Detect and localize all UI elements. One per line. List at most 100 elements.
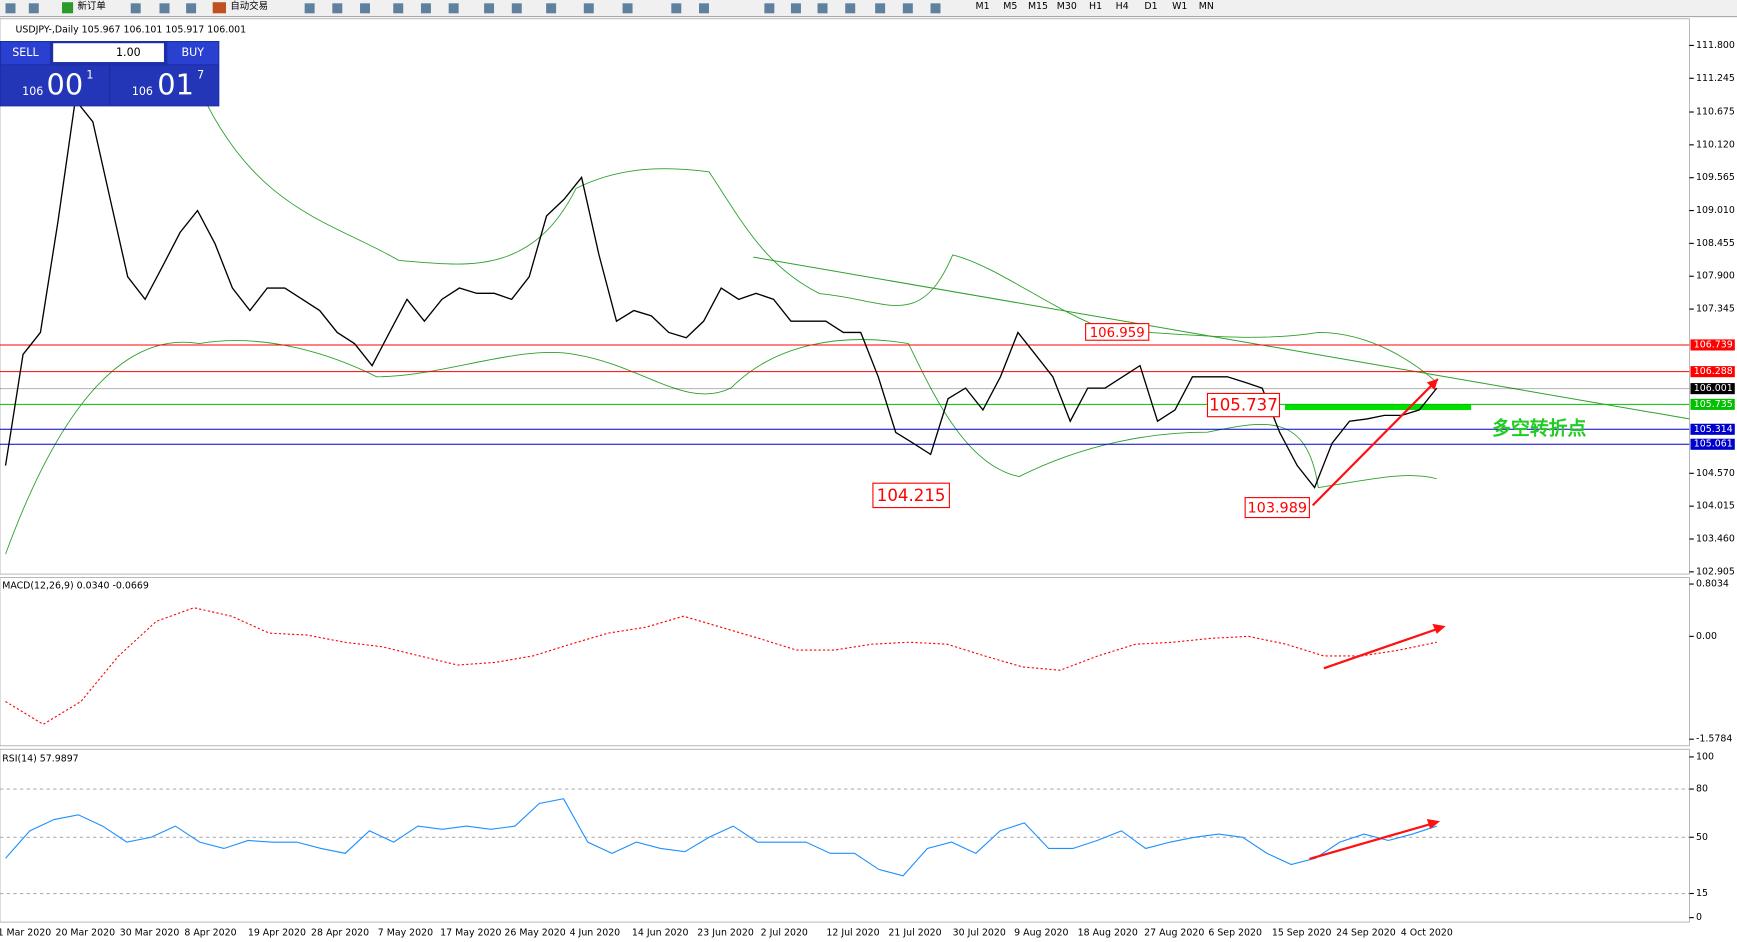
new-order[interactable]: 新订单 bbox=[78, 0, 106, 12]
x-tick-label: 15 Sep 2020 bbox=[1272, 928, 1332, 939]
timeframe[interactable]: M15 bbox=[1028, 1, 1048, 12]
ask-main: 01 bbox=[157, 67, 194, 101]
y-tick-label: 109.565 bbox=[1696, 172, 1735, 183]
auto-trading-icon[interactable] bbox=[212, 2, 226, 14]
x-tick-label: 8 Apr 2020 bbox=[184, 928, 236, 939]
chart-title: USDJPY-,Daily 105.967 106.101 105.917 10… bbox=[16, 24, 247, 35]
x-tick-label: 2 Jul 2020 bbox=[761, 928, 808, 939]
bid-big: 106 bbox=[22, 85, 43, 98]
y-tick-label: 102.905 bbox=[1696, 566, 1735, 577]
annotation: 105.737 bbox=[1209, 396, 1278, 415]
x-tick-label: 4 Jun 2020 bbox=[570, 928, 621, 939]
x-tick-label: 19 Apr 2020 bbox=[248, 928, 306, 939]
timeframe[interactable]: W1 bbox=[1172, 1, 1187, 12]
toolbar-icons bbox=[5, 3, 941, 14]
trend-arrow bbox=[1311, 378, 1439, 507]
sell-label[interactable]: SELL bbox=[12, 46, 39, 59]
annotation-box bbox=[872, 482, 950, 509]
x-tick-label: 21 Jul 2020 bbox=[888, 928, 941, 939]
y-tick-label: -1.5784 bbox=[1696, 734, 1732, 745]
y-tick-label: 111.245 bbox=[1696, 73, 1735, 84]
buy-label[interactable]: BUY bbox=[182, 46, 205, 59]
y-tick-label: 15 bbox=[1696, 888, 1708, 899]
price-pane bbox=[0, 18, 1690, 575]
sell-button[interactable] bbox=[1, 42, 50, 65]
bid-main: 00 bbox=[47, 67, 84, 101]
annotation: 103.989 bbox=[1248, 501, 1308, 517]
annotation-box bbox=[1244, 497, 1310, 519]
price-level-label: 106.288 bbox=[1694, 366, 1733, 377]
auto-trading[interactable]: 自动交易 bbox=[230, 0, 268, 12]
price-level-label: 105.314 bbox=[1694, 424, 1733, 435]
x-tick-label: 9 Aug 2020 bbox=[1014, 928, 1068, 939]
bid-box[interactable] bbox=[1, 65, 109, 106]
y-tick-label: 104.015 bbox=[1696, 501, 1735, 512]
x-tick-label: 18 Aug 2020 bbox=[1078, 928, 1138, 939]
price-level-label: 106.739 bbox=[1694, 339, 1733, 350]
annotation-box bbox=[1085, 323, 1150, 341]
price-level-label: 105.061 bbox=[1694, 439, 1733, 450]
y-tick-label: 0.8034 bbox=[1696, 579, 1729, 590]
new-order-icon[interactable] bbox=[62, 2, 74, 14]
timeframes: M1 M5 M15 M30 H1 H4 D1 W1 MN bbox=[976, 1, 1214, 12]
ask-box[interactable] bbox=[110, 65, 219, 106]
y-tick-label: 80 bbox=[1696, 784, 1708, 795]
macd-pane bbox=[0, 577, 1690, 747]
x-tick-label: 14 Jun 2020 bbox=[632, 928, 689, 939]
timeframe[interactable]: M30 bbox=[1057, 1, 1077, 12]
series-line bbox=[4, 98, 1438, 489]
toolbar bbox=[0, 0, 1737, 17]
timeframe[interactable]: H1 bbox=[1089, 1, 1102, 12]
x-tick-label: 1 Mar 2020 bbox=[0, 928, 51, 939]
price-level-box bbox=[1690, 398, 1735, 410]
x-tick-label: 23 Jun 2020 bbox=[697, 928, 754, 939]
annotation: 多空转折点 bbox=[1492, 416, 1586, 439]
timeframe[interactable]: M1 bbox=[976, 1, 990, 12]
price-level-box bbox=[1690, 383, 1735, 395]
rsi-title: RSI(14) 57.9897 bbox=[2, 754, 78, 765]
price-level-label: 106.001 bbox=[1694, 383, 1733, 394]
main-chart: 111.800 111.245 110.675 110.120 109.565 109.0… bbox=[0, 40, 1735, 939]
bid-small: 1 bbox=[86, 68, 93, 81]
ask-big: 106 bbox=[132, 85, 153, 98]
trend-line bbox=[753, 256, 1690, 420]
timeframe[interactable]: D1 bbox=[1144, 1, 1157, 12]
annotation: 104.215 bbox=[877, 486, 946, 505]
price-level-box bbox=[1690, 438, 1735, 450]
bollinger-bands bbox=[5, 88, 1438, 555]
lot-value[interactable]: 1.00 bbox=[116, 46, 141, 59]
arrow-head bbox=[1432, 623, 1446, 634]
x-tick-label: 28 Apr 2020 bbox=[311, 928, 369, 939]
x-tick-label: 26 May 2020 bbox=[504, 928, 565, 939]
timeframe[interactable]: H4 bbox=[1116, 1, 1129, 12]
ask-small: 7 bbox=[197, 68, 204, 81]
trade-panel: SELL 1.00 BUY 106 00 1 106 01 7 bbox=[0, 41, 220, 107]
y-tick-label: 110.120 bbox=[1696, 139, 1735, 150]
series-line bbox=[5, 607, 1437, 725]
x-tick-label: 24 Sep 2020 bbox=[1336, 928, 1396, 939]
y-tick-label: 50 bbox=[1696, 832, 1708, 843]
lot-input[interactable] bbox=[53, 43, 164, 63]
x-tick-label: 12 Jul 2020 bbox=[826, 928, 879, 939]
y-tick-label: 0 bbox=[1696, 912, 1702, 923]
buy-button[interactable] bbox=[167, 42, 219, 65]
rsi-arrow bbox=[1309, 821, 1438, 860]
timeframe[interactable]: MN bbox=[1199, 1, 1214, 12]
y-tick-label: 103.460 bbox=[1696, 534, 1735, 545]
annotation-box bbox=[1206, 392, 1281, 418]
y-tick-label: 107.345 bbox=[1696, 304, 1735, 315]
arrow-head bbox=[1426, 379, 1438, 391]
price-level-label: 105.735 bbox=[1694, 399, 1733, 410]
y-tick-label: 104.570 bbox=[1696, 468, 1735, 479]
y-tick-label: 108.455 bbox=[1696, 238, 1735, 249]
x-tick-label: 6 Sep 2020 bbox=[1208, 928, 1262, 939]
timeframe[interactable]: M5 bbox=[1003, 1, 1017, 12]
y-tick-label: 100 bbox=[1696, 751, 1714, 762]
y-tick-label: 110.675 bbox=[1696, 107, 1735, 118]
macd-arrow bbox=[1323, 626, 1443, 670]
x-tick-label: 17 May 2020 bbox=[440, 928, 501, 939]
x-tick-label: 30 Jul 2020 bbox=[953, 928, 1006, 939]
price-level-box bbox=[1690, 366, 1735, 378]
rsi-pane bbox=[0, 748, 1690, 923]
